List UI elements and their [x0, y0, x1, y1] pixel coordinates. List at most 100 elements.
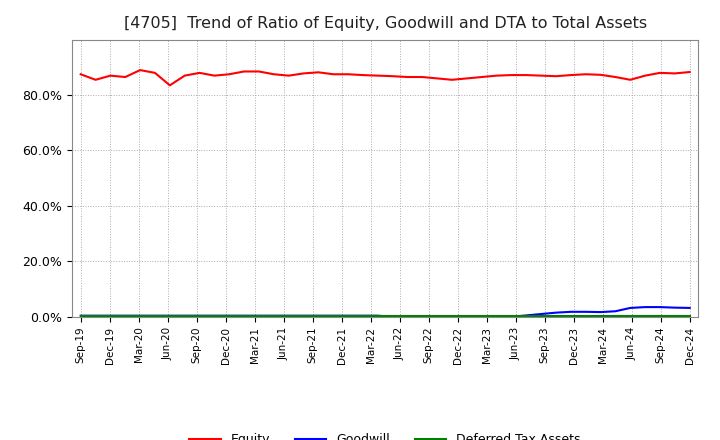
Equity: [121, 74, 130, 80]
Equity: [656, 70, 665, 76]
Deferred Tax Assets: [462, 314, 471, 319]
Equity: [567, 73, 575, 78]
Line: Goodwill: Goodwill: [81, 307, 690, 317]
Deferred Tax Assets: [210, 314, 219, 319]
Goodwill: [656, 304, 665, 310]
Equity: [522, 73, 531, 78]
Deferred Tax Assets: [121, 314, 130, 319]
Deferred Tax Assets: [433, 314, 441, 319]
Goodwill: [374, 313, 382, 318]
Goodwill: [180, 313, 189, 318]
Equity: [91, 77, 100, 82]
Goodwill: [106, 313, 114, 318]
Goodwill: [329, 313, 338, 318]
Deferred Tax Assets: [522, 314, 531, 319]
Equity: [626, 77, 634, 82]
Goodwill: [448, 314, 456, 319]
Equity: [388, 73, 397, 79]
Goodwill: [225, 313, 233, 318]
Goodwill: [166, 313, 174, 318]
Equity: [166, 83, 174, 88]
Goodwill: [91, 313, 100, 318]
Deferred Tax Assets: [329, 314, 338, 319]
Deferred Tax Assets: [448, 314, 456, 319]
Goodwill: [477, 314, 486, 319]
Equity: [433, 76, 441, 81]
Deferred Tax Assets: [403, 314, 412, 319]
Deferred Tax Assets: [582, 314, 590, 319]
Deferred Tax Assets: [255, 314, 264, 319]
Equity: [462, 76, 471, 81]
Goodwill: [611, 308, 620, 314]
Goodwill: [388, 314, 397, 319]
Deferred Tax Assets: [180, 314, 189, 319]
Equity: [150, 70, 159, 76]
Goodwill: [300, 313, 308, 318]
Deferred Tax Assets: [166, 314, 174, 319]
Equity: [329, 72, 338, 77]
Deferred Tax Assets: [670, 314, 679, 319]
Equity: [343, 72, 352, 77]
Deferred Tax Assets: [388, 314, 397, 319]
Equity: [611, 74, 620, 80]
Goodwill: [537, 312, 546, 317]
Deferred Tax Assets: [477, 314, 486, 319]
Goodwill: [121, 313, 130, 318]
Goodwill: [284, 313, 293, 318]
Equity: [374, 73, 382, 78]
Equity: [448, 77, 456, 82]
Equity: [195, 70, 204, 76]
Equity: [210, 73, 219, 78]
Deferred Tax Assets: [225, 314, 233, 319]
Equity: [269, 72, 278, 77]
Deferred Tax Assets: [240, 314, 248, 319]
Deferred Tax Assets: [656, 314, 665, 319]
Deferred Tax Assets: [507, 314, 516, 319]
Equity: [136, 67, 145, 73]
Goodwill: [507, 314, 516, 319]
Title: [4705]  Trend of Ratio of Equity, Goodwill and DTA to Total Assets: [4705] Trend of Ratio of Equity, Goodwil…: [124, 16, 647, 32]
Goodwill: [462, 314, 471, 319]
Goodwill: [670, 305, 679, 310]
Deferred Tax Assets: [641, 314, 649, 319]
Equity: [596, 72, 605, 77]
Equity: [685, 70, 694, 75]
Equity: [641, 73, 649, 78]
Equity: [106, 73, 114, 78]
Goodwill: [136, 313, 145, 318]
Deferred Tax Assets: [567, 314, 575, 319]
Equity: [582, 72, 590, 77]
Equity: [284, 73, 293, 78]
Goodwill: [76, 313, 85, 318]
Equity: [359, 73, 367, 78]
Goodwill: [403, 314, 412, 319]
Goodwill: [552, 310, 560, 315]
Deferred Tax Assets: [195, 314, 204, 319]
Goodwill: [522, 313, 531, 318]
Deferred Tax Assets: [269, 314, 278, 319]
Equity: [477, 74, 486, 80]
Goodwill: [626, 305, 634, 311]
Goodwill: [240, 313, 248, 318]
Deferred Tax Assets: [150, 314, 159, 319]
Deferred Tax Assets: [685, 314, 694, 319]
Goodwill: [150, 313, 159, 318]
Goodwill: [418, 314, 427, 319]
Goodwill: [492, 314, 501, 319]
Goodwill: [641, 304, 649, 310]
Goodwill: [685, 305, 694, 311]
Deferred Tax Assets: [76, 314, 85, 319]
Deferred Tax Assets: [343, 314, 352, 319]
Deferred Tax Assets: [537, 314, 546, 319]
Equity: [240, 69, 248, 74]
Deferred Tax Assets: [418, 314, 427, 319]
Deferred Tax Assets: [106, 314, 114, 319]
Equity: [537, 73, 546, 78]
Goodwill: [255, 313, 264, 318]
Deferred Tax Assets: [626, 314, 634, 319]
Deferred Tax Assets: [284, 314, 293, 319]
Equity: [76, 72, 85, 77]
Deferred Tax Assets: [374, 314, 382, 319]
Goodwill: [582, 309, 590, 315]
Legend: Equity, Goodwill, Deferred Tax Assets: Equity, Goodwill, Deferred Tax Assets: [184, 429, 586, 440]
